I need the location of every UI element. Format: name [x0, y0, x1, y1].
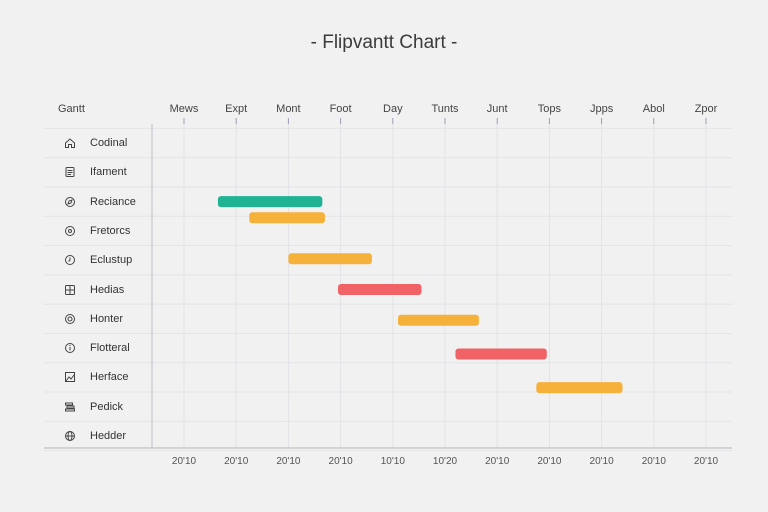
x-tick-label: 20'10 — [224, 456, 249, 467]
task-row: Pedick — [64, 397, 123, 417]
task-row: Flotteral — [64, 338, 130, 358]
task-bar — [288, 253, 372, 265]
column-label: Mews — [169, 103, 199, 115]
row-label: Pedick — [90, 400, 124, 413]
x-tick-label: 20'10 — [171, 456, 197, 467]
column-label: Zpor — [694, 103, 718, 115]
task-row: Hedias — [64, 280, 124, 300]
row-label: Fretorcs — [90, 224, 131, 237]
column-label: Tunts — [431, 103, 459, 115]
x-tick-label: 10'20 — [432, 456, 458, 467]
row-label: Honter — [90, 312, 124, 325]
x-tick-label: 20'10 — [485, 456, 510, 467]
target-icon — [64, 225, 76, 237]
x-tick-label: 20'10 — [589, 456, 614, 467]
row-label: Hedder — [90, 430, 127, 442]
settings-icon — [64, 313, 76, 325]
column-label: Mont — [276, 103, 301, 115]
x-tick-label: 20'10 — [328, 456, 353, 467]
x-tick-label: 20'10 — [693, 456, 719, 467]
task-bar — [455, 348, 547, 360]
home-icon — [64, 137, 76, 149]
x-tick-label: 20'10 — [537, 456, 562, 467]
task-bar — [536, 382, 623, 394]
task-row: Eclustup — [64, 250, 132, 270]
task-bar — [217, 196, 323, 208]
chart-title: - Flipvantt Chart - — [310, 32, 458, 53]
row-label: Herface — [90, 371, 129, 384]
column-label: Day — [383, 103, 403, 115]
task-row: Codinal — [64, 133, 127, 153]
column-label: Abol — [642, 103, 665, 115]
task-bar — [337, 284, 422, 295]
column-label: Tops — [537, 103, 562, 115]
x-tick-label: 20'10 — [641, 456, 666, 467]
task-bar — [398, 314, 479, 326]
grid-icon — [64, 284, 76, 296]
column-label: Foot — [329, 103, 352, 115]
row-label: Hedias — [90, 283, 125, 296]
stack-icon — [64, 401, 76, 413]
row-label: Flotteral — [90, 342, 130, 355]
globe-icon — [64, 430, 76, 442]
image-icon — [64, 371, 76, 383]
task-row: Ifament — [64, 162, 127, 182]
row-header: Gantt — [58, 103, 85, 115]
row-label: Reciance — [90, 195, 136, 208]
column-label: Jpps — [589, 103, 614, 115]
column-label: Junt — [486, 103, 508, 115]
task-row: Fretorcs — [64, 221, 130, 241]
info-icon — [64, 342, 76, 354]
row-label: Codinal — [90, 137, 128, 149]
task-bar — [249, 212, 325, 224]
x-tick-label: 10'10 — [380, 456, 405, 467]
document-icon — [64, 166, 76, 178]
row-label: Ifament — [90, 166, 127, 179]
clock-icon — [64, 254, 76, 266]
compass-icon — [64, 196, 76, 208]
row-label: Eclustup — [90, 254, 133, 267]
column-label: Expt — [225, 103, 248, 115]
task-row: Herface — [64, 367, 129, 387]
task-row: Honter — [64, 309, 123, 329]
task-row: Reciance — [64, 192, 136, 212]
x-tick-label: 20'10 — [276, 456, 301, 467]
task-row: Hedder — [64, 426, 126, 446]
